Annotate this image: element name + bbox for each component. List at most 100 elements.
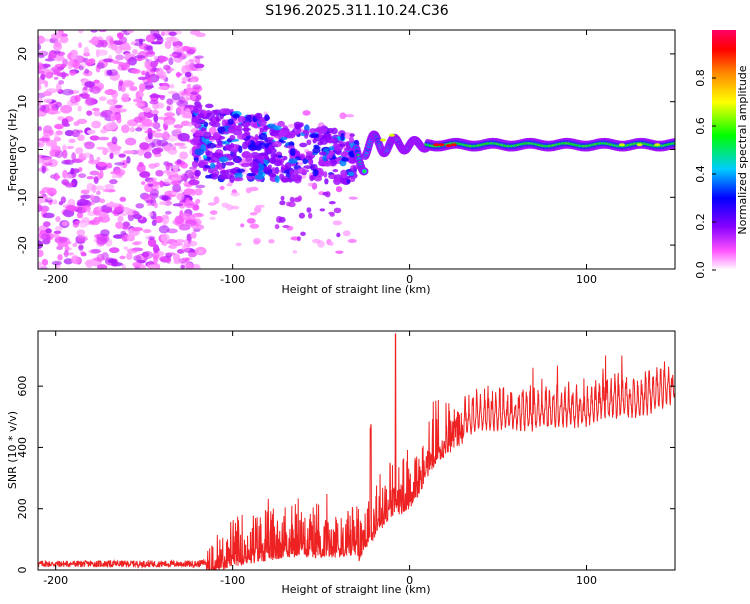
heatmap-cell: [164, 252, 176, 256]
heatmap-cell: [232, 153, 237, 160]
heatmap-cell: [142, 81, 154, 90]
heatmap-cell: [123, 62, 130, 71]
heatmap-cell: [191, 263, 201, 269]
heatmap-cell: [206, 142, 217, 149]
heatmap-cell: [62, 149, 68, 159]
heatmap-cell: [53, 55, 65, 62]
heatmap-cell: [151, 147, 162, 155]
heatmap-cell: [96, 49, 108, 56]
heatmap-cell: [142, 229, 152, 234]
heatmap-cell: [152, 132, 165, 138]
heatmap-cell: [76, 212, 84, 219]
heatmap-cell: [194, 148, 205, 156]
heatmap-cell: [147, 264, 157, 269]
heatmap-cell: [84, 141, 95, 150]
heatmap-cell: [255, 144, 263, 151]
heatmap-cell: [278, 129, 288, 137]
heatmap-cell: [172, 99, 179, 104]
heatmap-cell: [154, 247, 161, 252]
heatmap-cell: [209, 210, 218, 215]
heatmap-cell: [264, 114, 270, 122]
snr-y-label: SNR (10 * v/v): [6, 411, 19, 489]
heatmap-cell: [173, 45, 184, 53]
heatmap-cell: [172, 203, 184, 207]
heatmap-cell: [192, 84, 202, 90]
heatmap-cell: [130, 68, 141, 74]
heatmap-cell: [304, 134, 309, 139]
heatmap-cell: [54, 132, 59, 140]
heatmap-cell: [289, 169, 299, 177]
heatmap-cell: [78, 42, 83, 49]
heatmap-cell: [289, 196, 295, 203]
heatmap-cell: [289, 148, 296, 157]
heatmap-cell: [329, 213, 335, 217]
heatmap-cell: [246, 217, 256, 224]
heatmap-cell: [175, 239, 185, 243]
heatmap-cell: [279, 200, 286, 206]
heatmap-cell: [295, 150, 301, 157]
heatmap-cell: [126, 30, 134, 34]
heatmap-cell: [236, 168, 246, 173]
heatmap-cell: [345, 143, 351, 150]
heatmap-cell: [279, 173, 285, 181]
heatmap-cell: [318, 131, 323, 139]
heatmap-cell: [60, 196, 67, 204]
heatmap-cell: [65, 204, 77, 211]
heatmap-cell: [232, 113, 240, 119]
heatmap-cell: [54, 225, 63, 232]
heatmap-y-ticks: -20 -10 0 10 20: [16, 47, 675, 254]
x-tick-label: -200: [43, 574, 68, 587]
heatmap-cell: [194, 32, 206, 38]
heatmap-cell: [116, 32, 124, 38]
heatmap-cell: [49, 150, 56, 157]
heatmap-cell: [42, 98, 53, 104]
heatmap-cell: [270, 153, 279, 158]
heatmap-cell: [148, 212, 154, 217]
heatmap-cell: [280, 136, 288, 141]
heatmap-cell: [267, 137, 274, 141]
heatmap-cell: [324, 191, 331, 198]
heatmap-cell: [237, 115, 246, 123]
heatmap-cell: [106, 162, 113, 169]
heatmap-cell: [156, 128, 162, 132]
heatmap-cell: [115, 168, 126, 176]
heatmap-cell: [80, 252, 87, 257]
heatmap-cell: [98, 211, 108, 218]
heatmap-cell: [152, 66, 157, 72]
heatmap-cell: [268, 239, 275, 244]
heatmap-cell: [305, 151, 314, 156]
heatmap-cell: [40, 206, 48, 213]
heatmap-cell: [39, 104, 46, 112]
heatmap-cell: [158, 56, 169, 62]
x-tick-label: 100: [576, 273, 597, 286]
heatmap-cell: [138, 172, 150, 177]
heatmap-cell: [173, 164, 179, 173]
heatmap-cell: [335, 186, 343, 193]
heatmap-cell: [90, 248, 102, 254]
heatmap-cell: [190, 91, 198, 95]
y-tick-label: 20: [16, 47, 29, 61]
heatmap-cell: [184, 258, 190, 262]
heatmap-cell: [311, 182, 318, 190]
heatmap-cell: [45, 228, 52, 234]
heatmap-cell: [254, 112, 263, 120]
heatmap-cell: [674, 142, 675, 144]
heatmap-cell: [91, 184, 97, 193]
heatmap-cell: [147, 77, 152, 84]
heatmap-cell: [53, 230, 62, 235]
heatmap-cell: [121, 30, 127, 33]
heatmap-cell: [280, 195, 285, 201]
heatmap-cell: [38, 240, 44, 250]
heatmap-cell: [38, 261, 42, 269]
heatmap-cell: [191, 95, 197, 101]
heatmap-cell: [312, 138, 317, 144]
heatmap-cell: [109, 145, 122, 151]
heatmap-cell: [82, 57, 87, 63]
heatmap-cell: [263, 125, 269, 131]
heatmap-cell: [171, 242, 183, 247]
heatmap-cell: [264, 153, 269, 161]
heatmap-cell: [101, 208, 113, 213]
heatmap-cell: [38, 157, 43, 164]
heatmap-cell: [333, 207, 342, 214]
